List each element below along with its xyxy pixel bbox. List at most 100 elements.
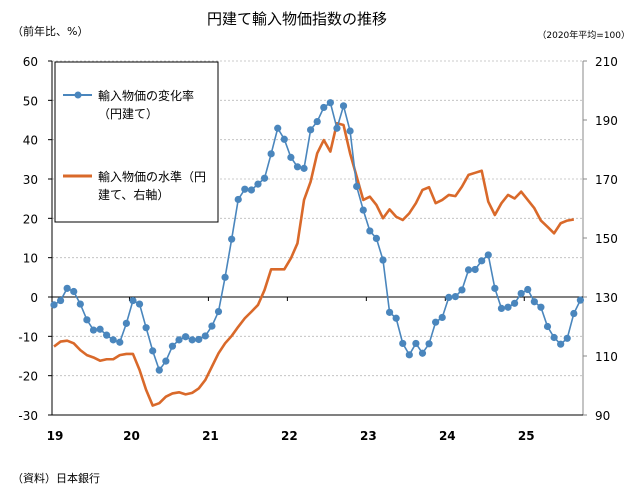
axes: 60 50 40 30 20 10 0 -10 -20 -30 210 190 170 150 130 110… [18,55,618,443]
left-tick-label: 40 [23,134,38,148]
left-tick-label: 0 [30,291,38,305]
change-rate-point [576,296,585,304]
change-rate-point [412,339,420,348]
legend-label-change-rate: 輸入物価の変化率 [98,88,194,103]
left-tick-label: 10 [23,252,38,266]
change-rate-point [491,284,499,292]
change-rate-point [333,124,341,132]
change-rate-point [300,164,308,172]
right-tick-label: 150 [595,232,618,246]
legend-blue-marker [74,91,82,99]
change-rate-point [418,349,427,357]
change-rate-point [326,99,334,107]
change-rate-point [142,324,150,332]
change-rate-point [135,300,144,308]
change-rate-point [122,319,130,327]
change-rate-point [221,273,229,281]
change-rate-point [550,333,558,342]
change-rate-point [478,257,486,265]
left-tick-label: -30 [18,409,38,423]
right-tick-label: 170 [595,173,618,187]
right-tick-label: 110 [595,350,618,364]
x-tick-label: 25 [518,429,535,443]
change-rate-point [260,174,269,182]
change-rate-point [50,301,58,309]
right-axis-label: （2020年平均=100） [537,29,630,41]
change-rate-point [241,185,249,193]
change-rate-point [103,331,111,339]
change-rate-point [195,335,203,344]
change-rate-point [510,299,519,307]
change-rate-point [524,285,532,294]
change-rate-point [464,266,473,274]
left-tick-label: 20 [23,212,38,226]
change-rate-point [570,309,578,318]
change-rate-point [76,300,84,308]
change-rate-point [83,316,91,324]
x-tick-label: 24 [439,429,456,443]
change-rate-point [162,357,170,365]
legend-label-change-rate-2: （円建て） [98,107,158,121]
left-axis-label: （前年比、%） [12,24,88,38]
change-rate-point [379,256,387,264]
change-rate-point [56,296,65,305]
change-rate-point [214,307,223,316]
change-rate-point [484,251,492,259]
change-rate-point [372,234,381,242]
change-rate-point [320,103,328,112]
legend-label-level-2: 建て、右軸） [98,187,169,202]
change-rate-point [175,336,183,344]
chart-title: 円建て輸入物価指数の推移 [207,10,387,28]
change-rate-point [168,342,177,350]
change-rate-point [70,287,78,296]
change-rate-point [438,313,446,322]
change-rate-point [267,150,275,158]
change-rate-point [254,180,262,188]
x-tick-label: 23 [360,429,377,443]
change-rate-point [432,318,440,326]
change-rate-point [208,322,216,330]
source-note: （資料）日本銀行 [12,471,100,485]
change-rate-point [543,322,552,331]
right-tick-label: 130 [595,291,618,305]
change-rate-point [188,336,196,344]
change-rate-point [517,289,525,298]
change-rate-point [149,347,157,355]
change-rate-point [451,293,459,301]
change-rate-point [405,351,413,359]
level-line [53,121,575,407]
change-rate-point [557,340,565,348]
change-rate-point [274,124,282,132]
legend-label-level: 輸入物価の水準（円 [98,169,206,184]
change-rate-point [537,303,545,311]
change-rate-point [182,333,190,341]
change-rate-point [353,182,361,191]
x-tick-label: 21 [202,429,219,443]
change-rate-point [89,326,98,334]
change-rate-point [399,339,407,348]
left-tick-label: 50 [23,94,38,108]
series-group [50,99,585,407]
change-rate-point [346,127,354,135]
left-tick-label: -20 [18,370,38,384]
change-rate-point [359,206,367,214]
change-rate-point [234,195,242,204]
x-tick-label: 22 [281,429,298,443]
change-rate-point [425,340,433,348]
change-rate-point [155,366,163,374]
left-tick-label: -10 [18,330,38,344]
change-rate-point [458,286,466,294]
change-rate-point [109,336,117,344]
change-rate-point [293,163,302,171]
change-rate-point [96,325,104,333]
change-rate-point [366,227,374,235]
change-rate-point [228,235,236,243]
change-rate-point [307,126,315,134]
left-tick-label: 30 [23,173,38,187]
right-tick-label: 210 [595,55,618,69]
change-rate-point [530,298,538,306]
right-tick-label: 190 [595,114,618,128]
change-rate-point [63,284,71,292]
change-rate-point [287,153,295,161]
